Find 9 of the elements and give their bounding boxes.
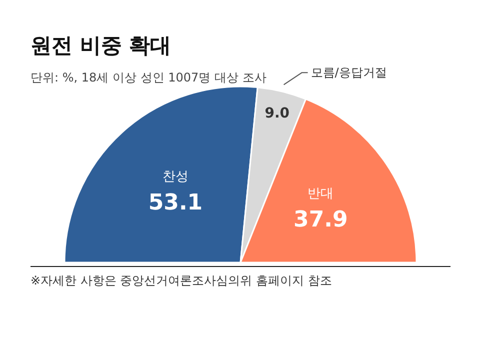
data-label: 9.0 [264, 106, 290, 122]
slice-label: 찬성 [162, 169, 188, 184]
slice-label: 모름/응답거절 [310, 66, 387, 80]
data-label: 37.9 [294, 208, 348, 233]
slice-label: 반대 [308, 186, 334, 202]
data-label: 53.1 [148, 190, 203, 216]
chart-title: 원전 비중 확대 [30, 34, 172, 58]
chart-subtitle: 단위: %, 18세 이상 성인 1007명 대상 조사 [30, 70, 266, 84]
text: ※자세한 사항은 중앙선거여론조사심의위 홈페이지 참조 [30, 274, 332, 288]
